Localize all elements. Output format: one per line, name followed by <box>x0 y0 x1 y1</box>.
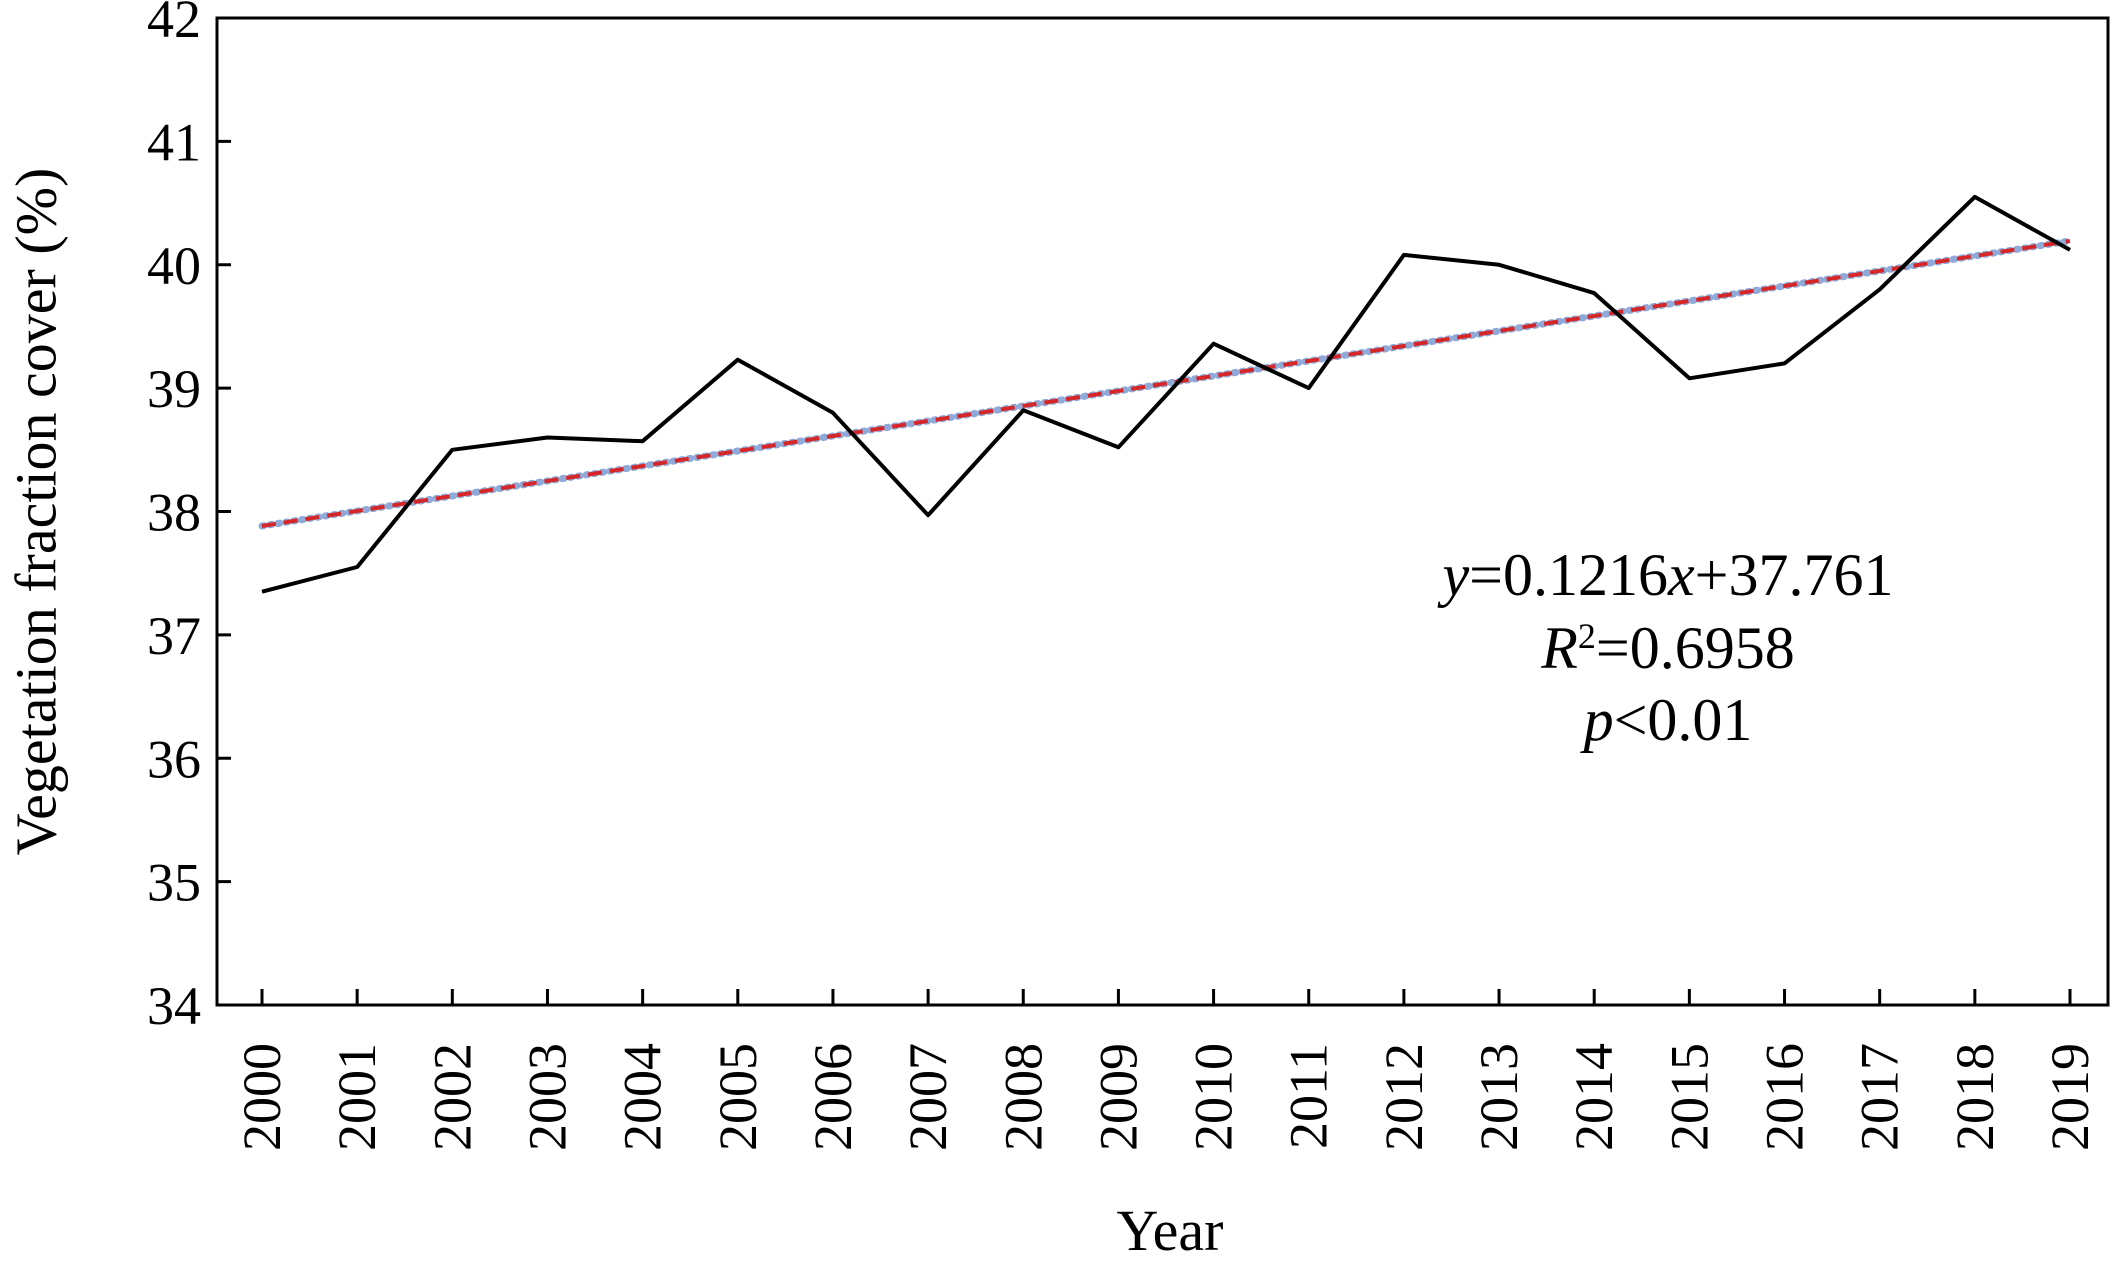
x-tick-label: 2008 <box>993 1043 1053 1151</box>
x-axis-title: Year <box>1117 1198 1224 1262</box>
equation-intercept: +37.761 <box>1695 542 1894 608</box>
y-tick-label: 40 <box>147 236 201 296</box>
x-tick-label: 2001 <box>327 1043 387 1151</box>
p-value: <0.01 <box>1614 687 1753 753</box>
regression-annotation: y=0.1216x+37.761 R2=0.6958 p<0.01 <box>1437 542 1894 753</box>
y-tick-label: 39 <box>147 359 201 419</box>
x-tick-label: 2015 <box>1659 1043 1719 1151</box>
trendline <box>258 237 2074 530</box>
r-squared-label: R2=0.6958 <box>1540 615 1795 681</box>
x-tick-label: 2010 <box>1184 1043 1244 1151</box>
r-superscript: 2 <box>1578 616 1596 656</box>
plot-frame <box>215 16 2110 1007</box>
x-tick-label: 2011 <box>1279 1043 1339 1149</box>
x-tick-label: 2007 <box>898 1043 958 1151</box>
series-lines <box>261 194 2071 594</box>
x-tick-label: 2018 <box>1945 1043 2005 1151</box>
trendline-dashed <box>261 238 2071 528</box>
x-tick-label: 2019 <box>2040 1043 2100 1151</box>
equation-y-var: y <box>1437 542 1470 608</box>
equation-x-var: x <box>1667 542 1695 608</box>
y-axis-title: Vegetation fraction cover (%) <box>3 168 68 856</box>
x-tick-label: 2005 <box>708 1043 768 1151</box>
x-tick-label: 2009 <box>1088 1043 1148 1151</box>
y-tick-label: 34 <box>147 976 201 1036</box>
x-tick-label: 2003 <box>517 1043 577 1151</box>
y-tick-label: 42 <box>147 0 201 49</box>
x-tick-label: 2002 <box>422 1043 482 1151</box>
y-tick-label: 36 <box>147 729 201 789</box>
r-var: R <box>1540 615 1578 681</box>
x-tick-label: 2013 <box>1469 1043 1529 1151</box>
x-tick-label: 2016 <box>1755 1043 1815 1151</box>
r-squared-value: =0.6958 <box>1596 615 1795 681</box>
x-tick-label: 2004 <box>613 1043 673 1151</box>
y-tick-label: 35 <box>147 853 201 913</box>
series-line-0 <box>261 194 2071 594</box>
x-axis: 2000 2001 2002 2003 2004 2005 2006 2007 2008 2009… <box>232 989 2100 1151</box>
y-tick-label: 38 <box>147 483 201 543</box>
y-tick-label: 41 <box>147 112 201 172</box>
x-tick-label: 2017 <box>1850 1043 1910 1151</box>
p-var: p <box>1580 687 1614 753</box>
p-value-label: p<0.01 <box>1580 687 1753 753</box>
x-tick-label: 2012 <box>1374 1043 1434 1151</box>
equation-slope: =0.1216 <box>1469 542 1668 608</box>
regression-equation: y=0.1216x+37.761 <box>1437 542 1894 608</box>
y-tick-label: 37 <box>147 606 201 666</box>
x-tick-label: 2006 <box>803 1043 863 1151</box>
y-axis: 34 35 36 37 38 39 40 41 42 <box>147 0 231 1036</box>
x-tick-label: 2000 <box>232 1043 292 1151</box>
x-tick-label: 2014 <box>1564 1043 1624 1151</box>
axes-box <box>215 16 2110 1007</box>
